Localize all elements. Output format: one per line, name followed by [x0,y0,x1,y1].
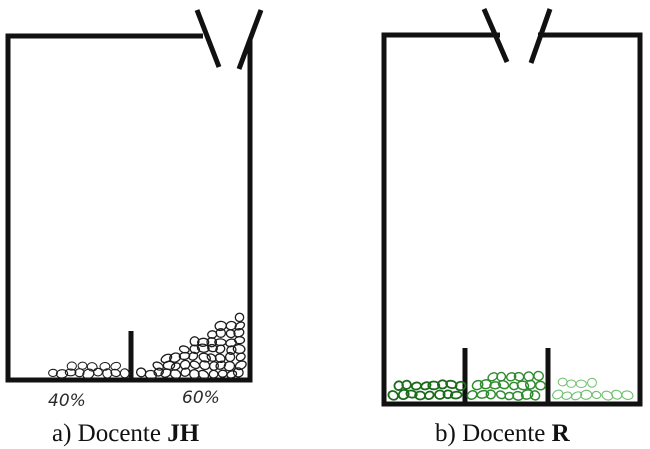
pebble [232,367,244,378]
panel-b-lid-right [528,8,553,64]
pebble [234,321,246,331]
pebble [99,361,111,371]
pebble [454,380,467,392]
panel-b-caption-name: R [551,420,570,447]
pebble [224,351,236,363]
pebble [506,372,517,382]
pebble [234,336,246,345]
panel-a-pebbles [48,312,247,380]
pebble [217,369,228,378]
pebble [489,381,502,390]
pebble [225,338,237,348]
pebble [523,371,535,382]
pebble [119,368,130,379]
pebble [524,379,536,390]
panel-a-caption: a) Docente JH [52,421,199,446]
pebble [434,389,446,400]
pebble [534,380,547,391]
pebble [232,343,246,355]
pebble [387,390,399,401]
pebble [179,359,191,370]
pebble [427,380,441,391]
pebble [64,368,77,377]
pebble [575,379,587,389]
pebble [496,371,507,382]
pebble [442,389,454,400]
pebble [196,343,210,353]
panel-a-lid-right [236,9,264,70]
panel-b-jar-outline [381,32,643,407]
pebble [48,368,58,378]
pebble [566,379,577,388]
pebble [552,389,564,400]
pebble [77,361,88,370]
pebble [198,352,211,363]
pebble [207,343,218,353]
pebble [437,379,448,390]
pebble [197,337,210,347]
pebble [420,381,432,391]
pebble [110,361,122,371]
panel-a-jar [5,9,264,383]
panel-a-caption-prefix: a) Docente [52,420,161,447]
panel-a-label-left: 40% [48,391,86,411]
pebble [214,320,227,332]
pebble [405,389,418,399]
panel-b-caption-prefix: b) Docente [435,420,546,447]
panel-a-lid-left [194,9,222,68]
pebble [189,336,200,347]
pebble [215,328,227,338]
pebble [580,389,593,400]
pebble [234,360,247,371]
pebble [471,379,484,391]
pebble [529,390,541,401]
panel-a-label-right: 60% [182,388,220,408]
pebble [557,377,568,387]
pebble [621,390,634,401]
pebble [476,389,490,399]
panel-a-caption-name: JH [167,420,200,447]
pebble [611,389,623,400]
pebble [393,380,404,391]
pebble [410,381,422,391]
pebble [234,312,245,323]
pebble [424,390,435,401]
pebble [449,390,463,400]
pebble [178,345,190,354]
pebble [397,388,410,401]
pebble [497,379,510,390]
pebble [189,360,201,370]
pebble [55,369,69,379]
pebble [401,379,412,390]
pebble [233,327,245,338]
panel-a-jar-outline [5,33,253,383]
pebble [520,389,534,400]
pebble [169,352,182,363]
pebble [188,351,199,361]
pebble [485,389,497,400]
pebble [513,371,525,382]
pebble [208,361,220,371]
pebble [587,377,597,388]
pebble [466,390,478,400]
panel-b-caption: b) Docente R [435,421,570,446]
pebble [102,368,113,379]
pebble [561,391,573,400]
panel-b-lid-left [481,8,510,63]
pebble [601,390,614,401]
pebble [591,390,602,400]
pebble [86,362,98,372]
panel-b-pebbles [387,370,634,401]
pebble [66,361,77,371]
panel-b-jar [381,8,643,407]
pebble [214,353,226,364]
pebble [516,380,530,391]
pebble [208,369,219,379]
pebble [170,362,181,371]
pebble [533,370,544,382]
pebble [197,369,210,380]
pebble [152,361,164,371]
